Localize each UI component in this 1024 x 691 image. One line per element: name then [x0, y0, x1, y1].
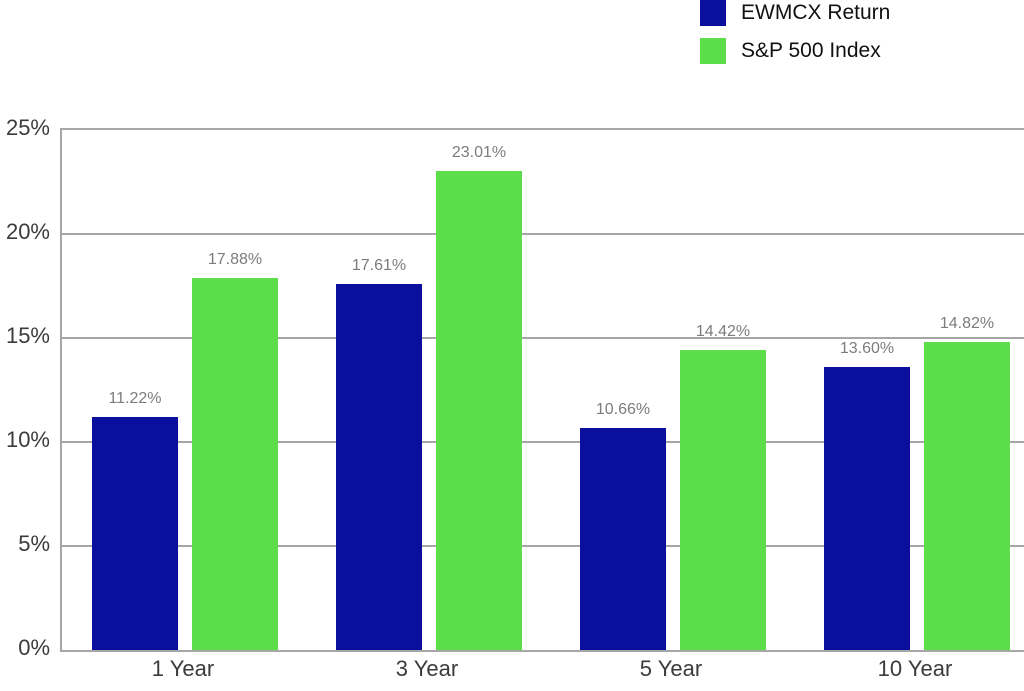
- bar-value-label: 17.88%: [207, 251, 263, 269]
- legend-label-ewmcx-return: EWMCX Return: [741, 1, 891, 24]
- x-tick-label-1-year: 1 Year: [151, 656, 215, 681]
- gridline: [62, 233, 1024, 235]
- legend-swatch-ewmcx-icon: [700, 0, 726, 26]
- y-tick-label: 0%: [18, 635, 50, 660]
- bar-s-p-500-index-1-year: [192, 278, 278, 650]
- bar-ewmcx-return-10-year: [824, 367, 910, 650]
- bar-value-label: 14.42%: [695, 323, 751, 341]
- legend: EWMCX Return S&P 500 Index: [700, 0, 890, 76]
- bar-value-label: 13.60%: [839, 340, 895, 358]
- y-tick-label: 20%: [5, 219, 50, 244]
- legend-item-ewmcx-return: EWMCX Return: [700, 0, 890, 26]
- legend-label-sp500-index: S&P 500 Index: [741, 39, 881, 62]
- gridline: [62, 545, 1024, 547]
- plot-area: 11.22% 17.88% 17.61% 23.01% 10.66% 14.42% 13.6…: [60, 128, 1024, 652]
- x-tick-label-3-year: 3 Year: [395, 656, 459, 681]
- bar-value-label: 10.66%: [595, 401, 651, 419]
- legend-item-sp500-index: S&P 500 Index: [700, 38, 890, 64]
- bar-s-p-500-index-3-year: [436, 171, 522, 650]
- y-tick-label: 5%: [18, 531, 50, 556]
- bar-ewmcx-return-1-year: [92, 416, 178, 650]
- bar-value-label: 23.01%: [451, 144, 507, 162]
- legend-swatch-sp500-icon: [700, 38, 726, 64]
- y-tick-label: 15%: [5, 323, 50, 348]
- gridline: [62, 337, 1024, 339]
- bar-s-p-500-index-10-year: [924, 341, 1010, 650]
- bar-ewmcx-return-3-year: [336, 283, 422, 650]
- bar-s-p-500-index-5-year: [680, 350, 766, 650]
- y-tick-label: 25%: [5, 115, 50, 140]
- x-tick-label-5-year: 5 Year: [639, 656, 703, 681]
- bar-value-label: 17.61%: [351, 256, 407, 274]
- x-tick-label-10-year: 10 Year: [877, 656, 953, 681]
- bar-ewmcx-return-5-year: [580, 428, 666, 650]
- gridline: [62, 441, 1024, 443]
- bar-value-label: 11.22%: [108, 389, 162, 407]
- y-tick-label: 10%: [5, 427, 50, 452]
- bar-value-label: 14.82%: [939, 314, 995, 332]
